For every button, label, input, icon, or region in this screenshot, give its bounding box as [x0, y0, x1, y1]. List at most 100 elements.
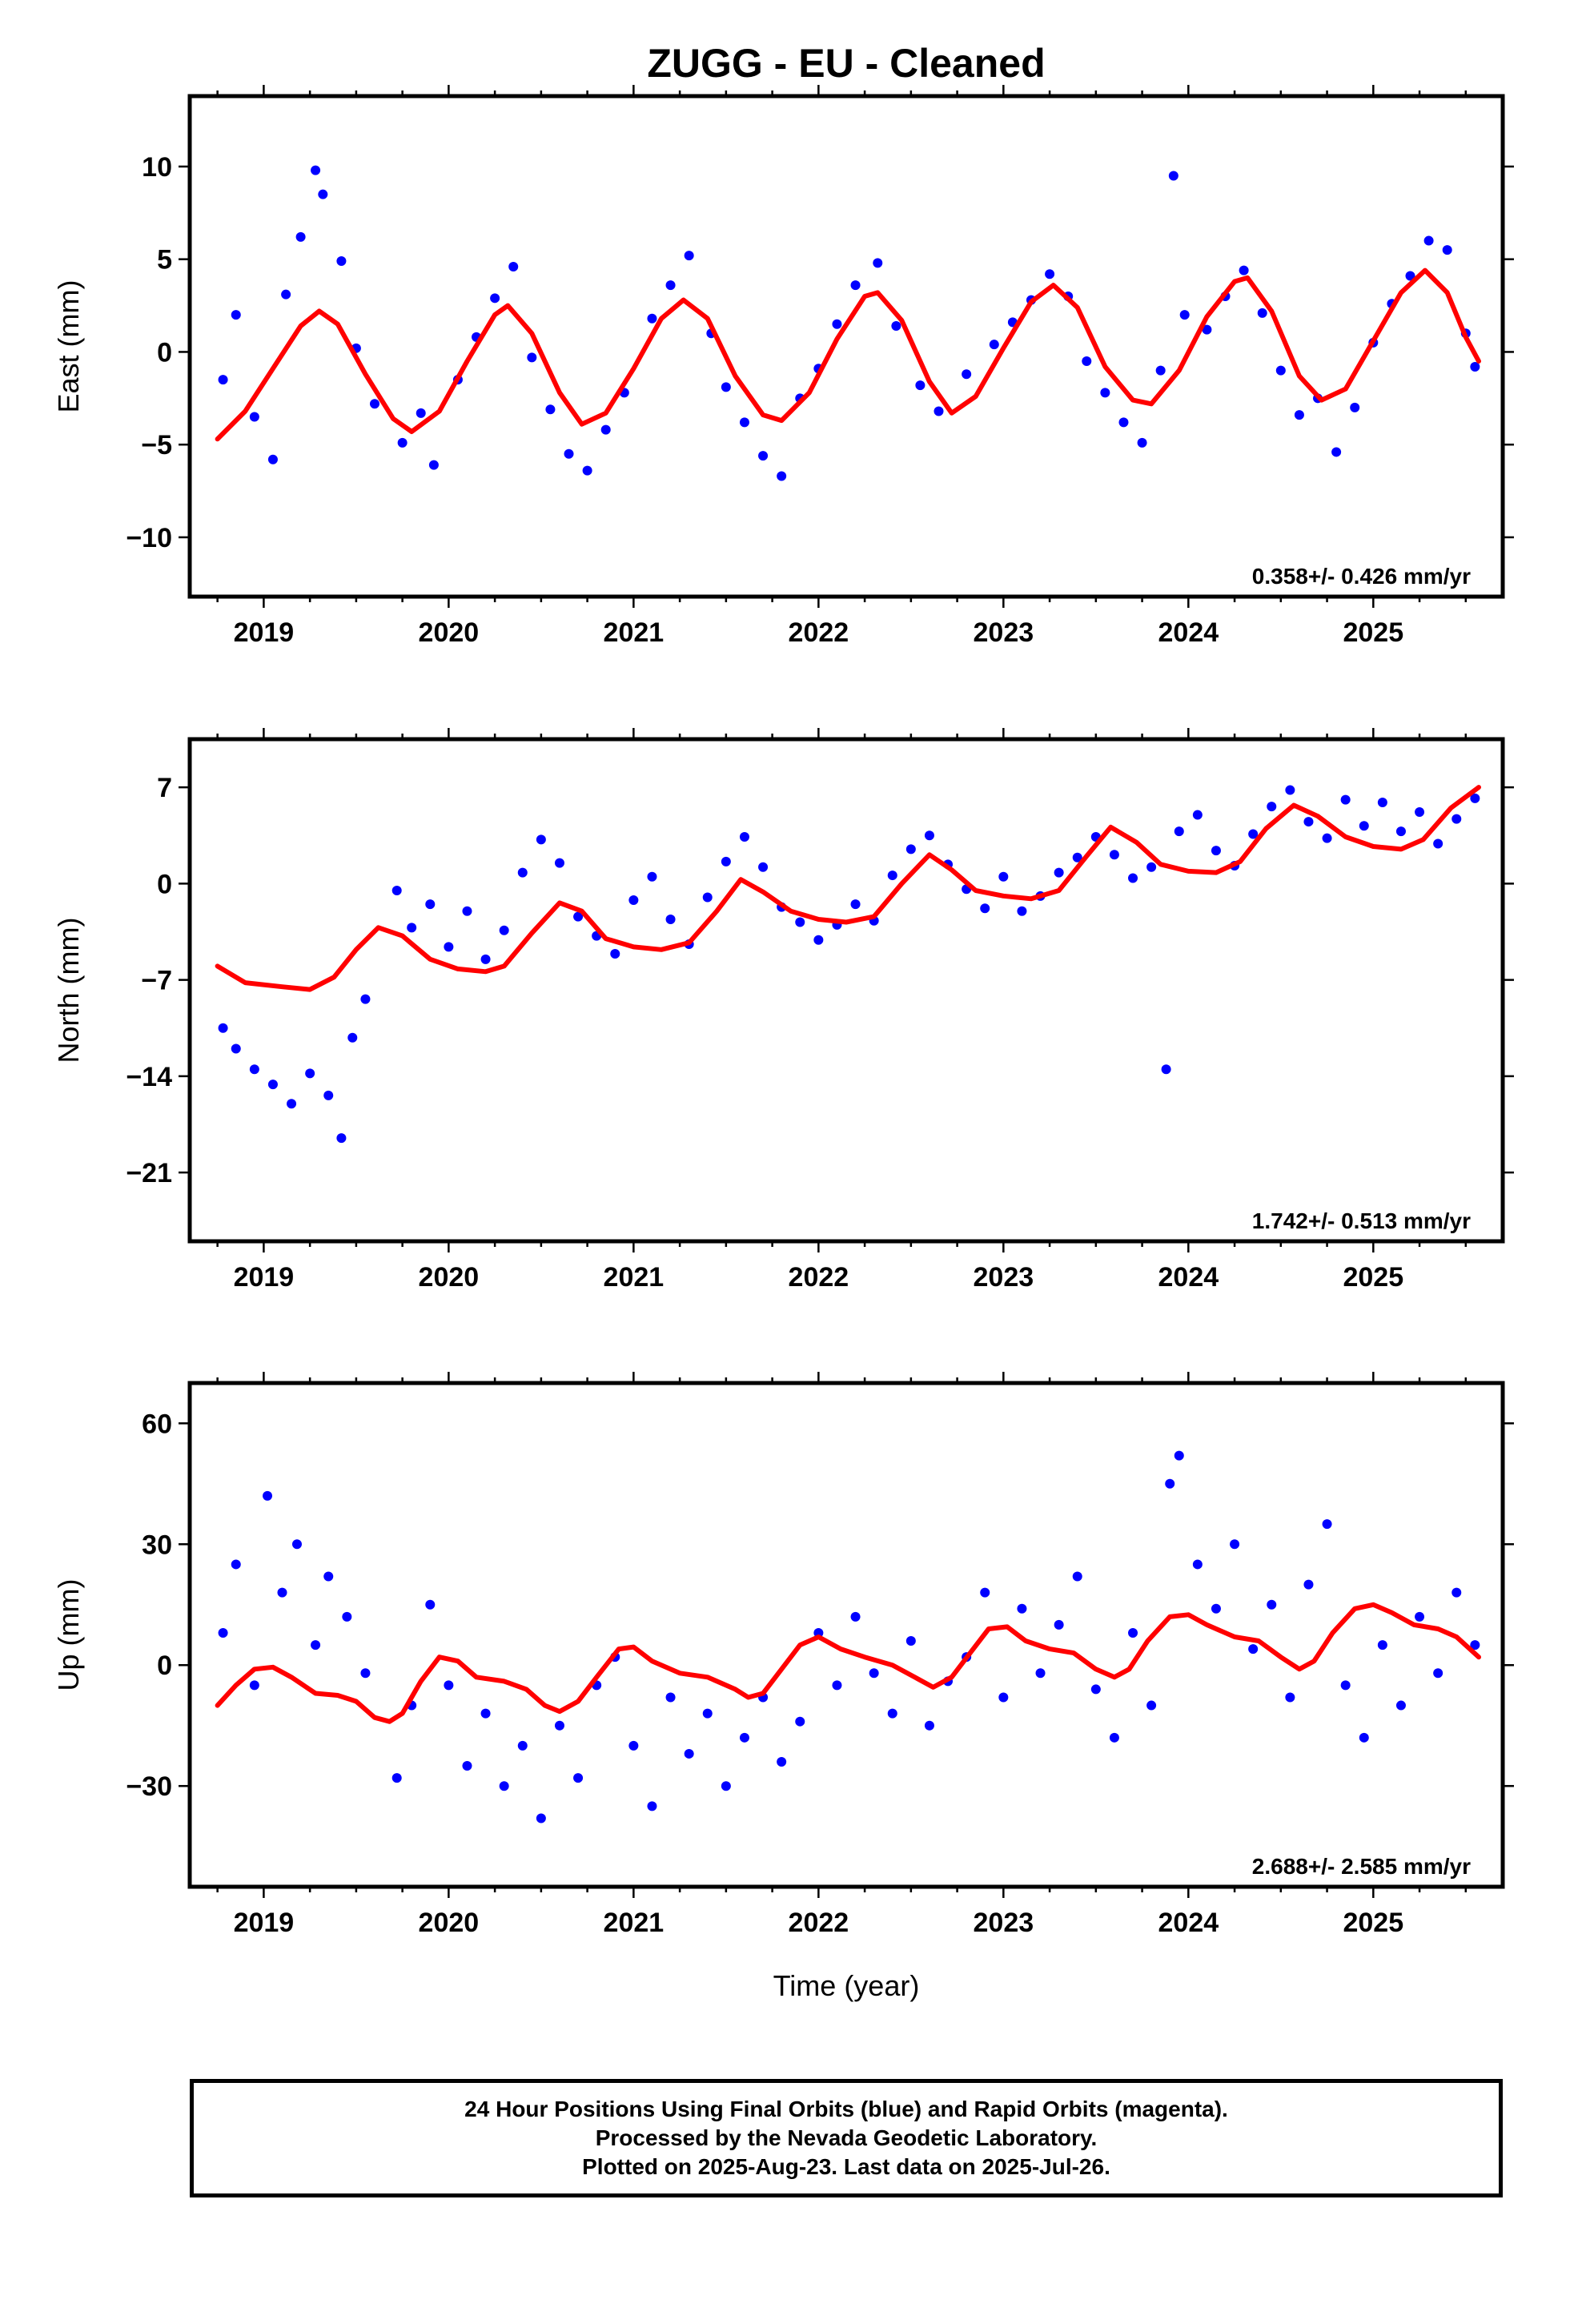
- data-point: [795, 917, 805, 927]
- data-point: [536, 834, 546, 845]
- data-point: [1165, 1478, 1175, 1489]
- data-point: [795, 1716, 805, 1727]
- data-point: [480, 954, 491, 964]
- data-point: [391, 1773, 402, 1783]
- data-point: [1303, 817, 1314, 827]
- data-point: [360, 994, 371, 1004]
- data-point: [665, 280, 676, 291]
- plot-frame-east: [187, 94, 1505, 599]
- data-point: [425, 899, 436, 910]
- plot-frame-up: [187, 1381, 1505, 1889]
- data-point: [1017, 1603, 1027, 1614]
- data-point: [369, 399, 379, 409]
- data-point: [1257, 308, 1267, 318]
- y-tick-label: −7: [141, 966, 172, 996]
- x-tick-label: 2025: [1343, 617, 1403, 648]
- footer-line-1: 24 Hour Positions Using Final Orbits (bl…: [464, 2097, 1228, 2121]
- data-point: [850, 280, 861, 291]
- data-point: [1090, 1684, 1101, 1695]
- data-point: [758, 451, 769, 461]
- data-point: [887, 870, 897, 881]
- plot-frame-north: [187, 737, 1505, 1244]
- data-point: [263, 1490, 273, 1501]
- y-tick-label: 0: [157, 337, 172, 368]
- x-tick-label: 2023: [974, 617, 1034, 648]
- y-tick-label: −5: [141, 430, 172, 460]
- data-point: [1285, 1692, 1295, 1703]
- data-point: [721, 856, 731, 866]
- data-point: [573, 911, 584, 922]
- data-point: [1340, 1680, 1351, 1691]
- data-point: [267, 454, 278, 464]
- data-point: [218, 1023, 228, 1033]
- data-point: [231, 1043, 241, 1054]
- x-tick-label: 2019: [234, 617, 295, 648]
- data-point: [291, 1539, 302, 1550]
- data-point: [1054, 867, 1064, 878]
- data-point: [407, 923, 417, 933]
- data-point: [311, 1640, 321, 1651]
- y-tick-label: 30: [142, 1530, 172, 1560]
- data-point: [1035, 1668, 1046, 1679]
- data-point: [1322, 833, 1332, 843]
- data-point: [231, 1559, 241, 1570]
- y-tick-label: −14: [126, 1062, 172, 1092]
- y-tick-label: 60: [142, 1409, 172, 1439]
- data-point: [1072, 852, 1082, 862]
- y-tick-label: −21: [126, 1158, 172, 1188]
- data-point: [231, 310, 241, 320]
- data-point: [1045, 269, 1055, 279]
- data-point: [1155, 365, 1166, 376]
- data-point: [873, 258, 883, 268]
- data-point: [628, 895, 639, 905]
- data-point: [545, 404, 556, 415]
- data-point: [573, 1773, 584, 1783]
- rate-label-east: 0.358+/- 0.426 mm/yr: [1252, 564, 1471, 589]
- data-point: [536, 1813, 546, 1823]
- data-point: [684, 251, 694, 261]
- data-point: [998, 1692, 1009, 1703]
- data-point: [1350, 402, 1360, 412]
- data-point: [1470, 793, 1480, 803]
- data-point: [249, 1064, 259, 1075]
- data-point: [600, 424, 611, 435]
- data-point: [1211, 1603, 1221, 1614]
- x-tick-label: 2024: [1158, 1908, 1219, 1938]
- data-point: [416, 408, 426, 418]
- data-point: [1137, 437, 1147, 448]
- x-tick-label: 2024: [1158, 617, 1219, 648]
- data-point: [287, 1099, 297, 1109]
- panel-north: 2019 2020 2021 2022 2023 2024 2025 7 0 −7 −14 −21 N…: [52, 728, 1514, 1293]
- data-point: [517, 1740, 528, 1751]
- data-point: [1294, 410, 1304, 420]
- data-point: [527, 352, 537, 363]
- data-point: [218, 375, 228, 385]
- data-point: [850, 899, 861, 910]
- data-point: [397, 437, 408, 448]
- panel-up: 2019 2020 2021 2022 2023 2024 2025 60 30 0 −30 Up …: [52, 1372, 1514, 1938]
- data-point: [1192, 810, 1203, 820]
- data-point: [305, 1068, 315, 1079]
- data-point: [739, 831, 749, 842]
- data-point: [628, 1740, 639, 1751]
- data-point: [647, 871, 657, 882]
- chart-title: ZUGG - EU - Cleaned: [647, 41, 1045, 86]
- data-point: [517, 867, 528, 878]
- data-point: [1168, 171, 1178, 181]
- data-point: [1128, 1627, 1138, 1638]
- data-point: [391, 885, 402, 895]
- data-point: [1359, 1732, 1369, 1743]
- data-point: [323, 1090, 334, 1100]
- x-tick-label: 2020: [419, 1908, 480, 1938]
- fit-curve-up: [215, 1602, 1481, 1724]
- data-point: [891, 321, 901, 332]
- x-tick-label: 2021: [604, 1262, 665, 1293]
- x-tick-label: 2019: [234, 1262, 295, 1293]
- x-tick-label: 2025: [1343, 1908, 1403, 1938]
- y-axis-label-up: Up (mm): [52, 1579, 85, 1691]
- data-point: [1118, 417, 1129, 428]
- data-point: [721, 1781, 731, 1791]
- data-point: [924, 1720, 934, 1731]
- data-point: [924, 830, 934, 841]
